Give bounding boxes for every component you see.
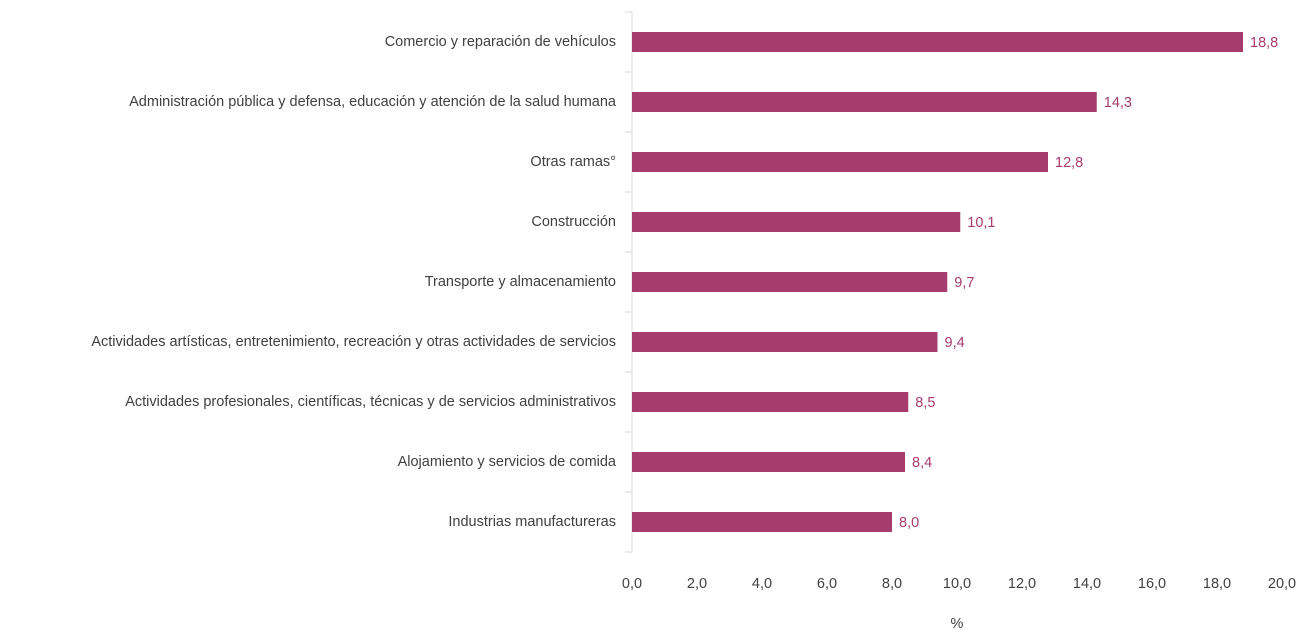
bar: [632, 92, 1097, 112]
y-tick-label: Construcción: [531, 214, 616, 230]
bar: [632, 212, 961, 232]
value-label: 8,5: [915, 395, 935, 411]
bar: [632, 32, 1243, 52]
y-tick-label: Industrias manufactureras: [448, 514, 616, 530]
y-tick-label: Administración pública y defensa, educac…: [129, 94, 617, 110]
value-label: 8,0: [899, 515, 919, 531]
value-label: 8,4: [912, 455, 932, 471]
bar: [632, 152, 1048, 172]
value-label: 10,1: [967, 215, 995, 231]
x-tick-label: 10,0: [943, 576, 971, 592]
x-axis-label: %: [951, 616, 964, 632]
value-label: 12,8: [1055, 155, 1083, 171]
bar: [632, 452, 905, 472]
x-tick-label: 8,0: [882, 576, 902, 592]
x-tick-label: 4,0: [752, 576, 772, 592]
bar: [632, 512, 892, 532]
x-tick-label: 14,0: [1073, 576, 1101, 592]
bar: [632, 332, 938, 352]
x-tick-label: 20,0: [1268, 576, 1296, 592]
y-tick-label: Actividades profesionales, científicas, …: [125, 394, 616, 410]
y-tick-label: Transporte y almacenamiento: [425, 274, 616, 290]
x-tick-label: 6,0: [817, 576, 837, 592]
y-tick-label: Alojamiento y servicios de comida: [398, 454, 617, 470]
value-label: 18,8: [1250, 35, 1278, 51]
x-tick-label: 18,0: [1203, 576, 1231, 592]
x-tick-label: 12,0: [1008, 576, 1036, 592]
bar: [632, 272, 948, 292]
bar: [632, 392, 909, 412]
x-tick-label: 16,0: [1138, 576, 1166, 592]
x-tick-label: 0,0: [622, 576, 642, 592]
y-tick-label: Comercio y reparación de vehículos: [385, 34, 616, 50]
x-tick-label: 2,0: [687, 576, 707, 592]
y-tick-label: Actividades artísticas, entretenimiento,…: [91, 334, 616, 350]
value-label: 9,7: [954, 275, 974, 291]
value-label: 14,3: [1104, 95, 1132, 111]
y-tick-label: Otras ramas°: [530, 154, 616, 170]
value-label: 9,4: [945, 335, 965, 351]
